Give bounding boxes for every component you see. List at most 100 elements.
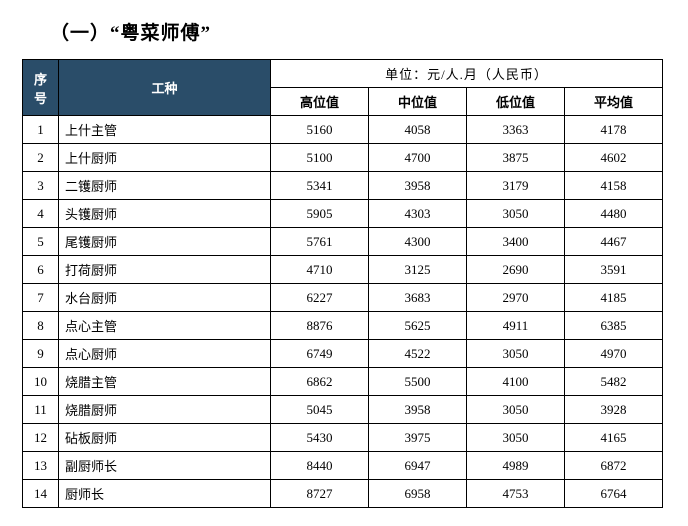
table-row: 3二镬厨师5341395831794158	[23, 172, 663, 200]
cell-avg: 4185	[565, 284, 663, 312]
cell-avg: 4970	[565, 340, 663, 368]
cell-low: 2690	[467, 256, 565, 284]
cell-low: 3363	[467, 116, 565, 144]
cell-avg: 3928	[565, 396, 663, 424]
cell-job: 烧腊厨师	[59, 396, 271, 424]
table-row: 12砧板厨师5430397530504165	[23, 424, 663, 452]
table-row: 10烧腊主管6862550041005482	[23, 368, 663, 396]
cell-mid: 5500	[369, 368, 467, 396]
cell-index: 12	[23, 424, 59, 452]
table-row: 1上什主管5160405833634178	[23, 116, 663, 144]
cell-high: 5905	[271, 200, 369, 228]
cell-high: 8440	[271, 452, 369, 480]
cell-low: 3875	[467, 144, 565, 172]
cell-high: 6749	[271, 340, 369, 368]
cell-job: 砧板厨师	[59, 424, 271, 452]
cell-job: 点心主管	[59, 312, 271, 340]
cell-mid: 4300	[369, 228, 467, 256]
table-row: 14厨师长8727695847536764	[23, 480, 663, 508]
cell-index: 10	[23, 368, 59, 396]
col-header-avg: 平均值	[565, 88, 663, 116]
cell-index: 9	[23, 340, 59, 368]
cell-high: 8727	[271, 480, 369, 508]
header-row-1: 序号 工种 单位：元/人.月（人民币）	[23, 60, 663, 88]
cell-high: 5430	[271, 424, 369, 452]
cell-mid: 3958	[369, 172, 467, 200]
cell-low: 3050	[467, 200, 565, 228]
cell-avg: 6872	[565, 452, 663, 480]
cell-job: 上什厨师	[59, 144, 271, 172]
cell-mid: 3125	[369, 256, 467, 284]
table-row: 11烧腊厨师5045395830503928	[23, 396, 663, 424]
cell-index: 11	[23, 396, 59, 424]
table-body: 1上什主管51604058336341782上什厨师51004700387546…	[23, 116, 663, 508]
cell-index: 14	[23, 480, 59, 508]
cell-index: 13	[23, 452, 59, 480]
col-header-low: 低位值	[467, 88, 565, 116]
cell-high: 4710	[271, 256, 369, 284]
col-header-mid: 中位值	[369, 88, 467, 116]
cell-avg: 4178	[565, 116, 663, 144]
cell-low: 4100	[467, 368, 565, 396]
cell-job: 厨师长	[59, 480, 271, 508]
cell-mid: 3975	[369, 424, 467, 452]
cell-index: 8	[23, 312, 59, 340]
cell-mid: 4700	[369, 144, 467, 172]
cell-mid: 4522	[369, 340, 467, 368]
cell-job: 副厨师长	[59, 452, 271, 480]
cell-index: 4	[23, 200, 59, 228]
cell-low: 3050	[467, 396, 565, 424]
cell-avg: 6764	[565, 480, 663, 508]
col-header-high: 高位值	[271, 88, 369, 116]
cell-avg: 4158	[565, 172, 663, 200]
table-row: 8点心主管8876562549116385	[23, 312, 663, 340]
cell-mid: 6958	[369, 480, 467, 508]
table-row: 9点心厨师6749452230504970	[23, 340, 663, 368]
section-heading: （一）“粤菜师傅”	[50, 18, 666, 45]
table-row: 4头镬厨师5905430330504480	[23, 200, 663, 228]
cell-job: 上什主管	[59, 116, 271, 144]
cell-avg: 4602	[565, 144, 663, 172]
cell-high: 6227	[271, 284, 369, 312]
table-row: 6打荷厨师4710312526903591	[23, 256, 663, 284]
cell-job: 烧腊主管	[59, 368, 271, 396]
cell-low: 3050	[467, 340, 565, 368]
cell-job: 水台厨师	[59, 284, 271, 312]
cell-low: 4911	[467, 312, 565, 340]
cell-job: 头镬厨师	[59, 200, 271, 228]
cell-index: 5	[23, 228, 59, 256]
table-row: 2上什厨师5100470038754602	[23, 144, 663, 172]
cell-index: 1	[23, 116, 59, 144]
cell-low: 4989	[467, 452, 565, 480]
cell-avg: 4165	[565, 424, 663, 452]
cell-low: 3050	[467, 424, 565, 452]
col-header-unit: 单位：元/人.月（人民币）	[271, 60, 663, 88]
cell-job: 尾镬厨师	[59, 228, 271, 256]
cell-avg: 6385	[565, 312, 663, 340]
cell-low: 3179	[467, 172, 565, 200]
cell-mid: 3683	[369, 284, 467, 312]
cell-job: 点心厨师	[59, 340, 271, 368]
cell-avg: 4467	[565, 228, 663, 256]
table-row: 5尾镬厨师5761430034004467	[23, 228, 663, 256]
cell-job: 打荷厨师	[59, 256, 271, 284]
cell-index: 6	[23, 256, 59, 284]
cell-avg: 4480	[565, 200, 663, 228]
cell-high: 5341	[271, 172, 369, 200]
cell-job: 二镬厨师	[59, 172, 271, 200]
cell-high: 5100	[271, 144, 369, 172]
cell-mid: 5625	[369, 312, 467, 340]
cell-low: 4753	[467, 480, 565, 508]
col-header-job: 工种	[59, 60, 271, 116]
cell-low: 2970	[467, 284, 565, 312]
cell-high: 8876	[271, 312, 369, 340]
cell-mid: 6947	[369, 452, 467, 480]
cell-high: 6862	[271, 368, 369, 396]
cell-mid: 4303	[369, 200, 467, 228]
col-header-index: 序号	[23, 60, 59, 116]
cell-high: 5045	[271, 396, 369, 424]
cell-low: 3400	[467, 228, 565, 256]
cell-mid: 4058	[369, 116, 467, 144]
cell-index: 2	[23, 144, 59, 172]
table-row: 7水台厨师6227368329704185	[23, 284, 663, 312]
